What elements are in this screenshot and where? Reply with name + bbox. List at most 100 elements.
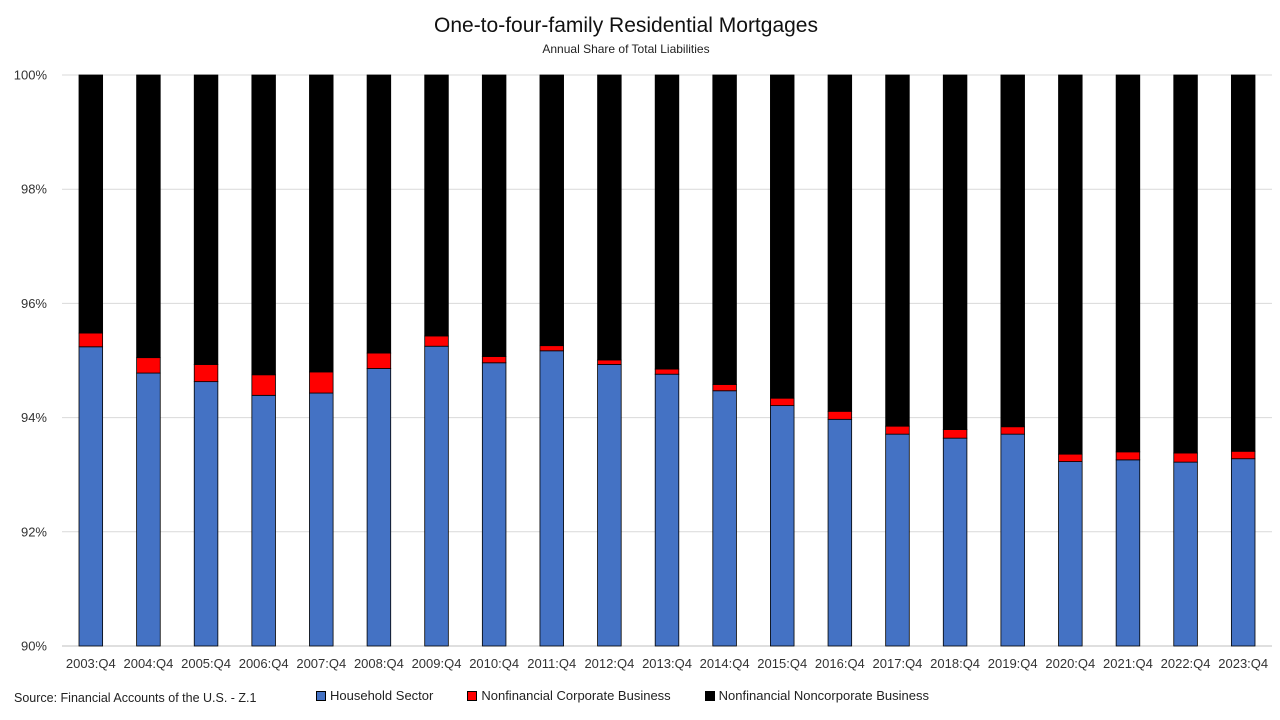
bar-segment-nonfinancial-corporate (654, 368, 680, 375)
bar-segment-nonfinancial-noncorporate (424, 74, 449, 337)
y-tick-label: 94% (21, 410, 47, 425)
bar-segment-nonfinancial-noncorporate (1173, 74, 1198, 454)
bar-segment-nonfinancial-noncorporate (366, 74, 392, 354)
bar-segment-nonfinancial-noncorporate (78, 74, 104, 334)
bar-segment-nonfinancial-corporate (193, 364, 219, 383)
x-tick-label: 2008:Q4 (354, 656, 404, 671)
bar-segment-nonfinancial-noncorporate (481, 74, 507, 357)
bar-segment-nonfinancial-corporate (712, 384, 737, 392)
bar-segment-nonfinancial-corporate (1058, 453, 1083, 462)
bar-segment-nonfinancial-corporate (885, 425, 910, 435)
legend: Household Sector Nonfinancial Corporate … (316, 688, 963, 703)
bar-segment-nonfinancial-corporate (424, 335, 449, 347)
y-axis-ticks: 90% 92% 94% 96% 98% 100% (14, 68, 48, 654)
bar-segment-nonfinancial-corporate (539, 345, 564, 352)
bar-segment-nonfinancial-corporate (78, 332, 104, 348)
bars (78, 74, 1256, 647)
bar-segment-household (1173, 461, 1198, 647)
source-note: Source: Financial Accounts of the U.S. -… (14, 691, 257, 705)
y-tick-label: 90% (21, 639, 47, 654)
x-tick-label: 2018:Q4 (930, 656, 980, 671)
bar-segment-nonfinancial-noncorporate (654, 74, 680, 370)
bar-segment-nonfinancial-corporate (309, 371, 334, 394)
x-tick-label: 2011:Q4 (527, 656, 576, 671)
bar-segment-nonfinancial-noncorporate (1230, 74, 1256, 452)
legend-label-nonfinancial-noncorporate: Nonfinancial Noncorporate Business (718, 688, 929, 703)
bar-segment-nonfinancial-noncorporate (1000, 74, 1025, 428)
y-tick-label: 98% (21, 182, 47, 197)
x-tick-label: 2013:Q4 (642, 656, 692, 671)
bar-segment-nonfinancial-noncorporate (309, 74, 334, 373)
bar-segment-nonfinancial-corporate (1173, 452, 1198, 463)
bar-segment-household (654, 373, 680, 647)
bar-segment-nonfinancial-corporate (770, 397, 795, 407)
bar-segment-nonfinancial-corporate (366, 352, 392, 369)
x-tick-label: 2004:Q4 (123, 656, 173, 671)
bar-segment-nonfinancial-noncorporate (942, 74, 968, 430)
bar-segment-nonfinancial-corporate (597, 359, 622, 365)
bar-segment-household (1000, 433, 1025, 647)
y-tick-label: 100% (14, 68, 48, 83)
bar-segment-nonfinancial-noncorporate (136, 74, 161, 359)
bar-segment-household (770, 405, 795, 647)
legend-swatch-nonfinancial-noncorporate (704, 690, 715, 701)
x-tick-label: 2021:Q4 (1103, 656, 1153, 671)
bar-segment-household (481, 362, 507, 647)
x-tick-label: 2017:Q4 (873, 656, 923, 671)
bar-segment-household (597, 364, 622, 647)
bar-segment-nonfinancial-noncorporate (770, 74, 795, 399)
bar-segment-nonfinancial-noncorporate (712, 74, 737, 385)
bar-segment-nonfinancial-noncorporate (827, 74, 853, 412)
legend-item-household: Household Sector (316, 688, 433, 703)
x-tick-label: 2005:Q4 (181, 656, 231, 671)
bar-segment-nonfinancial-noncorporate (1115, 74, 1141, 453)
bar-segment-nonfinancial-noncorporate (539, 74, 564, 347)
bar-segment-nonfinancial-corporate (1230, 450, 1256, 460)
bar-segment-nonfinancial-noncorporate (193, 74, 219, 365)
y-tick-label: 92% (21, 524, 47, 539)
bar-segment-household (1230, 458, 1256, 647)
bar-segment-nonfinancial-noncorporate (1058, 74, 1083, 455)
bar-segment-household (309, 392, 334, 647)
legend-label-nonfinancial-corporate: Nonfinancial Corporate Business (481, 688, 671, 703)
chart-title: One-to-four-family Residential Mortgages (434, 14, 818, 37)
x-tick-label: 2019:Q4 (988, 656, 1038, 671)
x-tick-label: 2007:Q4 (296, 656, 346, 671)
bar-segment-household (885, 433, 910, 647)
bar-segment-household (827, 418, 853, 647)
bar-segment-nonfinancial-noncorporate (885, 74, 910, 427)
x-tick-label: 2014:Q4 (700, 656, 750, 671)
bar-segment-nonfinancial-noncorporate (251, 74, 276, 376)
x-tick-label: 2022:Q4 (1161, 656, 1211, 671)
legend-label-household: Household Sector (330, 688, 434, 703)
x-tick-label: 2016:Q4 (815, 656, 865, 671)
bar-segment-nonfinancial-corporate (481, 356, 507, 364)
legend-swatch-nonfinancial-corporate (467, 690, 478, 701)
legend-swatch-household (316, 690, 326, 701)
y-tick-label: 96% (21, 296, 47, 311)
bar-segment-household (251, 394, 276, 647)
bar-segment-household (942, 437, 968, 647)
x-tick-label: 2015:Q4 (757, 656, 807, 671)
bar-segment-household (1115, 459, 1141, 647)
x-tick-label: 2010:Q4 (469, 656, 519, 671)
legend-item-nonfinancial-noncorporate: Nonfinancial Noncorporate Business (704, 688, 929, 703)
bar-segment-nonfinancial-corporate (1115, 451, 1141, 461)
bar-segment-household (1058, 461, 1083, 647)
bar-segment-nonfinancial-corporate (136, 357, 161, 374)
bar-segment-nonfinancial-corporate (942, 429, 968, 439)
bar-segment-household (78, 346, 104, 647)
x-tick-label: 2012:Q4 (584, 656, 634, 671)
bar-segment-household (712, 390, 737, 647)
bar-segment-household (539, 350, 564, 647)
x-tick-label: 2023:Q4 (1218, 656, 1268, 671)
bar-segment-nonfinancial-corporate (251, 374, 276, 396)
x-tick-label: 2009:Q4 (412, 656, 462, 671)
x-tick-label: 2006:Q4 (239, 656, 289, 671)
bar-segment-household (424, 345, 449, 647)
x-tick-label: 2020:Q4 (1045, 656, 1095, 671)
bar-segment-nonfinancial-noncorporate (597, 74, 622, 361)
bar-segment-nonfinancial-corporate (827, 410, 853, 420)
chart-subtitle: Annual Share of Total Liabilities (542, 42, 710, 56)
